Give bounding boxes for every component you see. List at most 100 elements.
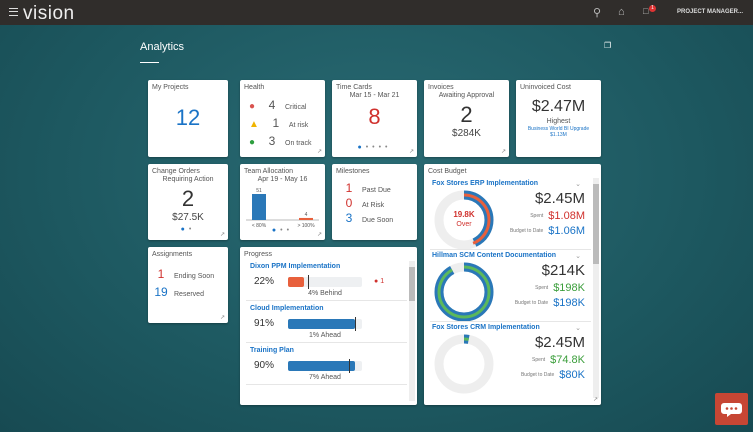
label: At risk (288, 122, 309, 129)
schedule-note: 4% Behind (308, 290, 342, 297)
logo: vision (23, 3, 75, 24)
resize-icon[interactable]: ↗ (500, 149, 506, 155)
spent-label: Spent (530, 213, 544, 220)
tile-title: My Projects (152, 84, 189, 91)
highest-project-link[interactable]: Business World BI Upgrade (527, 126, 590, 132)
category-label: < 80% (252, 223, 267, 229)
health-tile[interactable]: Health ● 4 Critical ▲ 1 At risk ● 3 On trac… (240, 80, 325, 157)
progress-bar (288, 359, 362, 373)
scrollbar[interactable] (593, 178, 599, 398)
progress-bar (288, 275, 362, 289)
allocation-bar[interactable] (252, 194, 266, 220)
uninvoiced-value: $2.47M (531, 98, 586, 115)
highest-label: Highest (546, 118, 571, 125)
schedule-note: 1% Ahead (309, 332, 341, 339)
label: On track (285, 140, 312, 147)
cost-budget-tile[interactable]: Cost Budget Fox Stores ERP Implementatio… (424, 164, 601, 405)
budget-amount: $2.45M (534, 190, 585, 207)
issues-indicator[interactable]: ● 1 (374, 278, 385, 285)
label: Due Soon (362, 217, 394, 224)
resize-icon[interactable]: ↗ (219, 232, 225, 238)
resize-icon[interactable]: ↗ (592, 397, 598, 403)
progress-tile[interactable]: Progress Dixon PPM Implementation 22% 4%… (240, 247, 417, 405)
btd-label: Budget to Date (520, 372, 555, 379)
count: 1 (157, 267, 165, 281)
warning-icon: ▲ (249, 119, 259, 130)
tile-title: Cost Budget (428, 168, 467, 175)
spent-label: Spent (535, 285, 549, 292)
progress-bar (288, 317, 362, 331)
project-link[interactable]: Fox Stores ERP Implementation (432, 180, 539, 187)
project-link[interactable]: Training Plan (250, 347, 294, 354)
over-label: Over (456, 221, 472, 228)
subtitle: Requiring Action (162, 176, 214, 183)
budget-amount: $214K (541, 262, 585, 279)
spent-amount: $198K (553, 282, 585, 294)
project-link[interactable]: Cloud Implementation (250, 305, 324, 312)
chevron-down-icon[interactable]: ⌄ (575, 181, 581, 188)
resize-icon[interactable]: ↗ (316, 149, 322, 155)
project-link[interactable]: Hillman SCM Content Documentation (432, 252, 557, 259)
spent-amount: $1.08M (548, 210, 585, 222)
donut-track (434, 334, 494, 394)
count: 19 (154, 285, 168, 299)
tile-title: Assignments (152, 251, 193, 258)
tile-title: Team Allocation (244, 168, 294, 175)
project-link[interactable]: Dixon PPM Implementation (250, 263, 341, 270)
resize-icon[interactable]: ↗ (219, 315, 225, 321)
time-cards-tile[interactable]: Time Cards Mar 15 - Mar 21 8 ●•••• ↗ (332, 80, 417, 157)
spent-amount: $74.8K (550, 354, 585, 366)
bar-value-label: 51 (256, 188, 262, 194)
assignments-tile[interactable]: Assignments 1 Ending Soon 19 Reserved ↗ (148, 247, 228, 323)
my-projects-tile[interactable]: My Projects 12 (148, 80, 228, 157)
chat-icon (721, 403, 742, 417)
category-label: > 100% (297, 223, 315, 229)
switch-view-icon[interactable]: ❐ (604, 41, 612, 50)
invoices-tile[interactable]: Invoices Awaiting Approval 2 $284K ↗ (424, 80, 509, 157)
home-icon[interactable]: ⌂ (618, 6, 625, 18)
budget-donut (434, 262, 494, 322)
spent-arc (437, 337, 491, 391)
spent-arc (437, 193, 491, 247)
chevron-down-icon[interactable]: ⌄ (575, 325, 581, 332)
tile-title: Health (244, 84, 265, 91)
divider (430, 249, 591, 250)
divider (246, 342, 407, 343)
allocation-bar[interactable] (299, 217, 313, 220)
label: Past Due (362, 187, 391, 194)
menu-icon[interactable] (9, 8, 18, 16)
change-orders-tile[interactable]: Change Orders Requiring Action 2 $27.5K … (148, 164, 228, 240)
critical-icon: ● (249, 101, 256, 112)
page-title: Analytics (140, 41, 185, 53)
tile-title: Time Cards (336, 84, 372, 91)
page-dots[interactable]: ●•• (271, 227, 294, 234)
btd-amount: $1.06M (548, 225, 585, 237)
budget-donut (434, 334, 494, 394)
resize-icon[interactable]: ↗ (408, 149, 414, 155)
label: At Risk (362, 202, 385, 209)
user-menu[interactable]: PROJECT MANAGER... (677, 9, 744, 15)
app-header: vision ⚲ ⌂ □ 1 PROJECT MANAGER... (0, 0, 753, 25)
count: 3 (268, 134, 276, 148)
resize-icon[interactable]: ↗ (316, 232, 322, 238)
check-icon: ● (249, 137, 256, 148)
milestones-tile[interactable]: Milestones 1 Past Due 0 At Risk 3 Due Soon (332, 164, 417, 240)
notifications-icon[interactable]: □ (643, 6, 649, 16)
chevron-down-icon[interactable]: ⌄ (575, 253, 581, 260)
search-icon[interactable]: ⚲ (593, 7, 602, 19)
chat-button[interactable] (715, 393, 748, 425)
team-allocation-tile[interactable]: Team Allocation Apr 19 - May 16 51 < 80% 4… (240, 164, 325, 240)
page-dots[interactable]: ●• (180, 226, 196, 233)
count: 0 (345, 196, 353, 210)
uninvoiced-cost-tile[interactable]: Uninvoiced Cost $2.47M Highest Business … (516, 80, 601, 157)
title-underline (140, 62, 159, 63)
spent-arc (437, 265, 491, 319)
page-dots[interactable]: ●•••• (357, 144, 392, 151)
count: 1 (272, 116, 280, 130)
project-link[interactable]: Fox Stores CRM Implementation (432, 324, 540, 331)
count: 4 (268, 98, 276, 112)
scrollbar[interactable] (409, 261, 415, 401)
change-order-amount: $27.5K (172, 212, 204, 223)
divider (430, 321, 591, 322)
time-cards-count: 8 (368, 104, 381, 129)
